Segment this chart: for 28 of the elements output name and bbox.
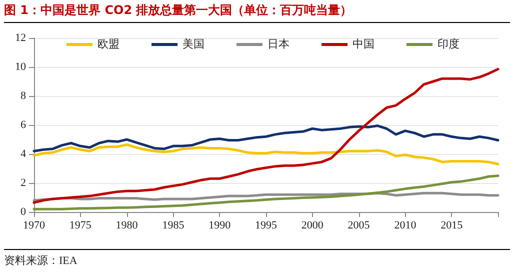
x-tick-label: 2015 bbox=[440, 220, 464, 232]
chart-title: 图 1：中国是世界 CO2 排放总量第一大国（单位：百万吨当量） bbox=[4, 2, 510, 23]
legend-label: 欧盟 bbox=[98, 38, 120, 50]
x-tick-label: 1970 bbox=[23, 220, 46, 232]
legend-label: 中国 bbox=[352, 38, 374, 50]
y-tick-label: 2 bbox=[20, 177, 26, 189]
x-tick-label: 1980 bbox=[116, 220, 138, 232]
legend-label: 印度 bbox=[438, 38, 460, 50]
x-tick-label: 1975 bbox=[69, 220, 92, 232]
x-tick-label: 2000 bbox=[301, 220, 324, 232]
y-tick-label: 12 bbox=[15, 32, 26, 44]
line-series bbox=[32, 124, 500, 152]
y-tick-label: 8 bbox=[20, 90, 26, 102]
y-tick-label: 0 bbox=[20, 206, 26, 218]
line-series bbox=[32, 68, 500, 204]
x-tick-label: 2005 bbox=[348, 220, 370, 232]
y-tick-label: 10 bbox=[15, 61, 26, 73]
x-tick-label: 2010 bbox=[394, 220, 417, 232]
x-tick-label: 1995 bbox=[255, 220, 278, 232]
line-series bbox=[32, 174, 500, 210]
x-tick-label: 1985 bbox=[162, 220, 185, 232]
text: 资料来源：IEA bbox=[4, 249, 510, 268]
y-tick-label: 6 bbox=[20, 119, 26, 131]
legend-label: 日本 bbox=[268, 38, 290, 50]
legend-label: 美国 bbox=[182, 38, 204, 50]
y-tick-label: 4 bbox=[20, 148, 26, 160]
x-tick-label: 1990 bbox=[208, 220, 232, 232]
line-series bbox=[32, 143, 500, 166]
